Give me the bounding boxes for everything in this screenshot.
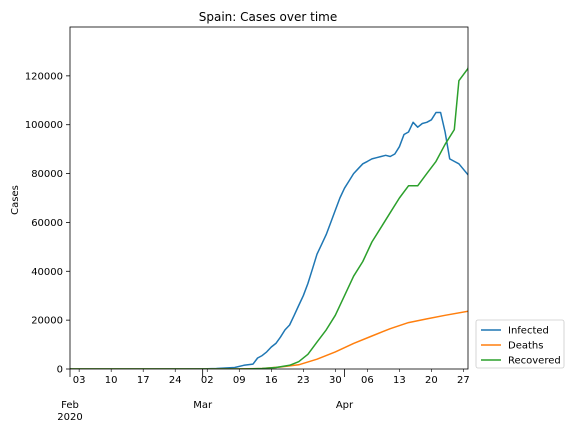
- y-tick-label: 60000: [31, 218, 63, 229]
- x-minor-tick-label: 06: [361, 375, 374, 386]
- series-line-deaths: [70, 310, 468, 369]
- x-major-tick-label: Feb 2020: [57, 400, 82, 423]
- plot-frame: [69, 26, 469, 370]
- x-minor-tick-label: 30: [329, 375, 342, 386]
- x-minor-tick-label: 03: [73, 375, 86, 386]
- x-major-tick-label: Apr: [336, 400, 354, 411]
- legend-label-recovered: Recovered: [508, 356, 561, 367]
- y-axis-ticks: 0 20000 40000 60000 80000 100000 120000: [25, 71, 70, 376]
- x-minor-tick-label: 02: [201, 375, 214, 386]
- y-tick-label: 120000: [25, 71, 63, 82]
- x-axis-ticks: 03 10 17 24 02 09 16 23 30 06 13 20 27 Feb 2020 Mar Apr: [57, 369, 470, 423]
- y-axis-label: Cases: [10, 185, 21, 215]
- series-lines: [70, 64, 468, 369]
- legend: Infected Deaths Recovered: [475, 319, 565, 369]
- y-tick-label: 20000: [31, 316, 63, 327]
- x-minor-tick-label: 10: [105, 375, 118, 386]
- x-minor-tick-label: 27: [457, 375, 470, 386]
- legend-label-infected: Infected: [508, 326, 549, 337]
- x-minor-tick-label: 09: [233, 375, 246, 386]
- y-tick-label: 0: [57, 365, 63, 376]
- chart-title: Spain: Cases over time: [199, 10, 338, 24]
- x-minor-tick-label: 16: [265, 375, 278, 386]
- legend-label-deaths: Deaths: [508, 341, 543, 352]
- y-tick-label: 100000: [25, 120, 63, 131]
- x-minor-tick-label: 17: [137, 375, 150, 386]
- y-tick-label: 40000: [31, 267, 63, 278]
- x-minor-tick-label: 13: [393, 375, 406, 386]
- y-tick-label: 80000: [31, 169, 63, 180]
- x-minor-tick-label: 20: [425, 375, 438, 386]
- series-line-infected: [70, 111, 468, 369]
- series-line-recovered: [70, 64, 468, 369]
- x-major-tick-label: Mar: [193, 400, 213, 411]
- x-minor-tick-label: 23: [297, 375, 310, 386]
- x-minor-tick-label: 24: [169, 375, 182, 386]
- legend-frame: [475, 319, 565, 369]
